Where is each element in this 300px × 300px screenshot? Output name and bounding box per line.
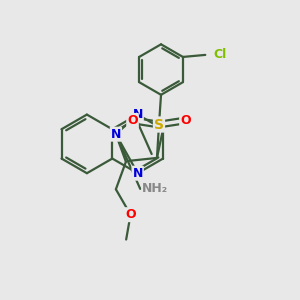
Text: S: S (154, 118, 164, 131)
Text: Cl: Cl (213, 48, 227, 62)
Text: NH₂: NH₂ (142, 182, 168, 195)
Text: O: O (180, 114, 191, 127)
Text: N: N (133, 108, 143, 121)
Text: O: O (127, 114, 138, 127)
Text: N: N (111, 128, 121, 141)
Text: O: O (125, 208, 136, 221)
Text: N: N (133, 167, 143, 180)
